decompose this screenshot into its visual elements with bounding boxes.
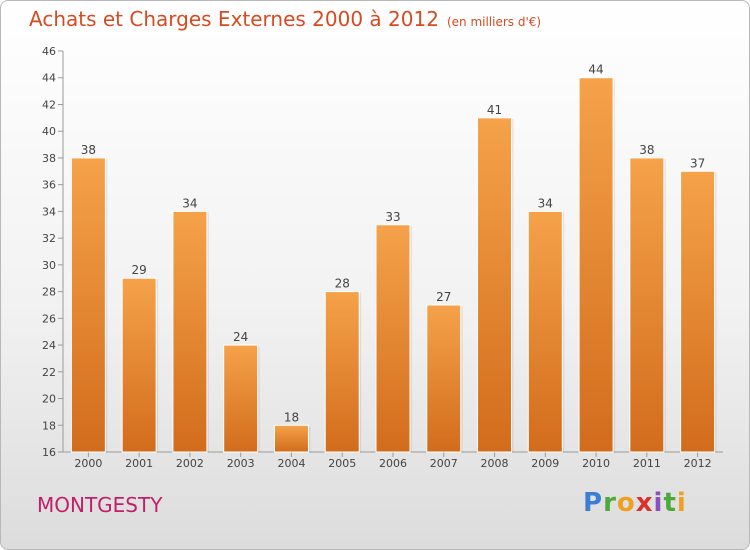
data-label: 37 [690,156,705,170]
data-label: 38 [81,143,96,157]
bar [324,291,360,453]
data-label: 34 [182,196,197,210]
y-tick-label: 24 [42,339,56,352]
y-tick-label: 22 [42,366,56,379]
x-tick-label: 2004 [277,457,305,470]
y-tick-label: 30 [42,259,56,272]
x-tick-label: 2007 [430,457,458,470]
bar [375,224,411,453]
x-tick-label: 2006 [379,457,407,470]
x-tick-label: 2000 [74,457,102,470]
x-tick-label: 2009 [531,457,559,470]
data-label: 27 [436,290,451,304]
data-label: 44 [588,63,603,77]
y-tick-label: 44 [42,72,56,85]
bar [223,344,259,453]
y-tick-label: 34 [42,205,56,218]
y-tick-label: 38 [42,152,56,165]
proxiti-logo: Proxiti [583,488,687,518]
data-label: 33 [385,210,400,224]
x-tick-label: 2005 [328,457,356,470]
y-tick-label: 40 [42,125,56,138]
y-tick-label: 28 [42,286,56,299]
data-label: 24 [233,330,248,344]
data-label: 29 [132,263,147,277]
bar [629,157,665,453]
y-tick-label: 36 [42,179,56,192]
bar [477,117,513,453]
bar [121,277,157,453]
data-label: 28 [335,277,350,291]
data-label: 38 [639,143,654,157]
bar [273,424,309,453]
y-tick-label: 42 [42,98,56,111]
y-tick-label: 32 [42,232,56,245]
chart-title-text: Achats et Charges Externes 2000 à 2012 [29,7,439,31]
bar [172,210,208,453]
place-name: MONTGESTY [37,493,163,517]
bar [426,304,462,453]
y-tick-label: 18 [42,419,56,432]
y-tick-label: 26 [42,312,56,325]
x-tick-label: 2003 [227,457,255,470]
x-tick-label: 2012 [684,457,712,470]
data-label: 41 [487,103,502,117]
y-tick-label: 20 [42,393,56,406]
chart-subtitle: (en milliers d'€) [446,15,542,29]
bar [527,210,563,453]
bar [70,157,106,453]
x-tick-label: 2008 [481,457,509,470]
bar [578,77,614,453]
x-tick-label: 2002 [176,457,204,470]
y-tick-label: 16 [42,446,56,459]
data-label: 18 [284,410,299,424]
bar [680,170,716,453]
data-label: 34 [538,196,553,210]
x-tick-label: 2011 [633,457,661,470]
x-tick-label: 2001 [125,457,153,470]
chart-title: Achats et Charges Externes 2000 à 2012 (e… [29,7,541,31]
y-tick-label: 46 [42,45,56,58]
x-tick-label: 2010 [582,457,610,470]
